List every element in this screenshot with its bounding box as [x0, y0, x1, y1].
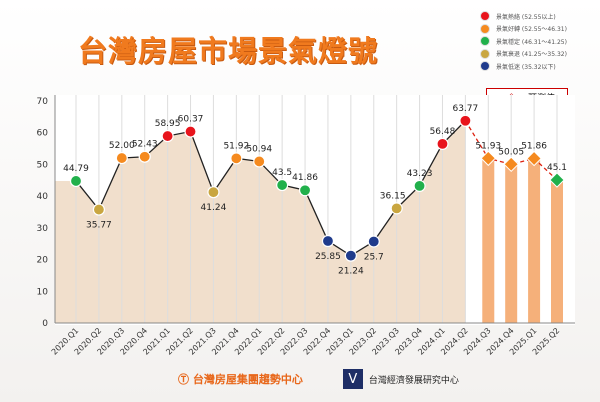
- legend-item: 景氣熱絡 (52.55以上): [480, 10, 567, 23]
- data-point: [436, 137, 449, 150]
- data-label: 51.86: [521, 142, 547, 152]
- data-label: 60.37: [178, 115, 204, 125]
- logo-taiwan-realty: Ⓣ 台灣房屋集團趨勢中心: [178, 373, 303, 386]
- actual-area: [55, 120, 466, 324]
- legend-dot-icon: [480, 61, 490, 72]
- data-label: 52.43: [132, 140, 158, 150]
- y-tick-label: 70: [37, 97, 49, 107]
- data-point: [161, 129, 174, 143]
- y-tick-label: 60: [37, 129, 49, 139]
- page-title: 台灣房屋市場景氣燈號: [78, 34, 379, 68]
- data-label: 43.5: [272, 168, 292, 178]
- y-tick-label: 10: [37, 287, 49, 297]
- legend-dot-icon: [480, 48, 490, 59]
- data-label: 51.92: [223, 141, 249, 151]
- footer-right: 台灣經濟發展研究中心: [368, 375, 459, 386]
- data-point: [321, 234, 335, 248]
- data-point: [459, 114, 472, 127]
- data-point: [230, 152, 243, 165]
- data-point: [298, 184, 312, 197]
- forecast-point: [503, 156, 519, 173]
- data-label: 41.86: [292, 173, 318, 183]
- forecast-point: [549, 172, 565, 188]
- y-tick-label: 0: [42, 319, 48, 329]
- data-label: 21.24: [338, 267, 364, 277]
- legend: 景氣熱絡 (52.55以上) 景氣好轉 (52.55～46.31) 景氣穩定 (46…: [480, 10, 567, 73]
- data-label: 41.24: [201, 203, 227, 213]
- legend-label: 景氣衰退 (41.25～35.32): [496, 51, 567, 59]
- data-label: 51.93: [475, 141, 501, 151]
- data-label: 25.85: [315, 252, 341, 262]
- forecast-bar: [505, 164, 518, 323]
- y-tick-label: 40: [37, 192, 49, 202]
- data-point: [367, 235, 380, 248]
- data-point: [413, 179, 426, 192]
- y-tick-label: 20: [37, 256, 49, 266]
- legend-item: 景氣衰退 (41.25～35.32): [480, 48, 567, 61]
- data-point: [184, 125, 197, 138]
- y-tick-label: 50: [37, 160, 49, 170]
- forecast-point: [480, 150, 497, 167]
- legend-label: 景氣穩定 (46.31～41.25): [496, 38, 567, 46]
- data-label: 36.15: [380, 191, 406, 201]
- forecast-bar: [482, 158, 495, 323]
- forecast-line: [464, 120, 558, 181]
- data-point: [207, 186, 220, 199]
- forecast-bar: [551, 179, 563, 323]
- data-label: 50.05: [498, 147, 524, 157]
- legend-label: 景氣低迷 (35.32以下): [496, 63, 556, 71]
- v-logo-icon: V: [342, 369, 363, 389]
- legend-item: 景氣穩定 (46.31～41.25): [480, 35, 567, 48]
- legend-label: 景氣好轉 (52.55～46.31): [496, 26, 567, 34]
- data-point: [276, 178, 289, 192]
- data-label: 63.77: [452, 104, 478, 114]
- legend-dot-icon: [480, 11, 490, 22]
- data-point: [115, 151, 128, 165]
- data-label: 56.48: [430, 127, 456, 137]
- legend-dot-icon: [480, 23, 490, 34]
- y-tick-label: 30: [37, 224, 49, 234]
- data-label: 58.95: [155, 119, 181, 129]
- data-label: 44.79: [63, 164, 89, 174]
- legend-item: 景氣好轉 (52.55～46.31): [480, 23, 567, 36]
- logo-research-center: V 台灣經濟發展研究中心: [342, 369, 459, 389]
- data-label: 35.77: [86, 221, 112, 231]
- data-point: [92, 203, 106, 216]
- data-point: [344, 249, 357, 262]
- data-label: 45.1: [547, 163, 567, 173]
- data-point: [69, 174, 83, 188]
- data-label: 50.94: [246, 144, 272, 154]
- forecast-bar: [528, 158, 541, 323]
- legend-dot-icon: [480, 36, 490, 47]
- data-label: 43.23: [407, 169, 433, 179]
- data-point: [253, 155, 266, 168]
- legend-item: 景氣低迷 (35.32以下): [480, 60, 567, 73]
- legend-label: 景氣熱絡 (52.55以上): [496, 13, 556, 21]
- data-label: 25.7: [364, 252, 384, 262]
- data-point: [138, 150, 151, 163]
- data-label: 52.00: [109, 141, 135, 151]
- footer-left: 台灣房屋集團趨勢中心: [192, 373, 303, 386]
- forecast-point: [526, 150, 542, 167]
- data-point: [390, 202, 403, 215]
